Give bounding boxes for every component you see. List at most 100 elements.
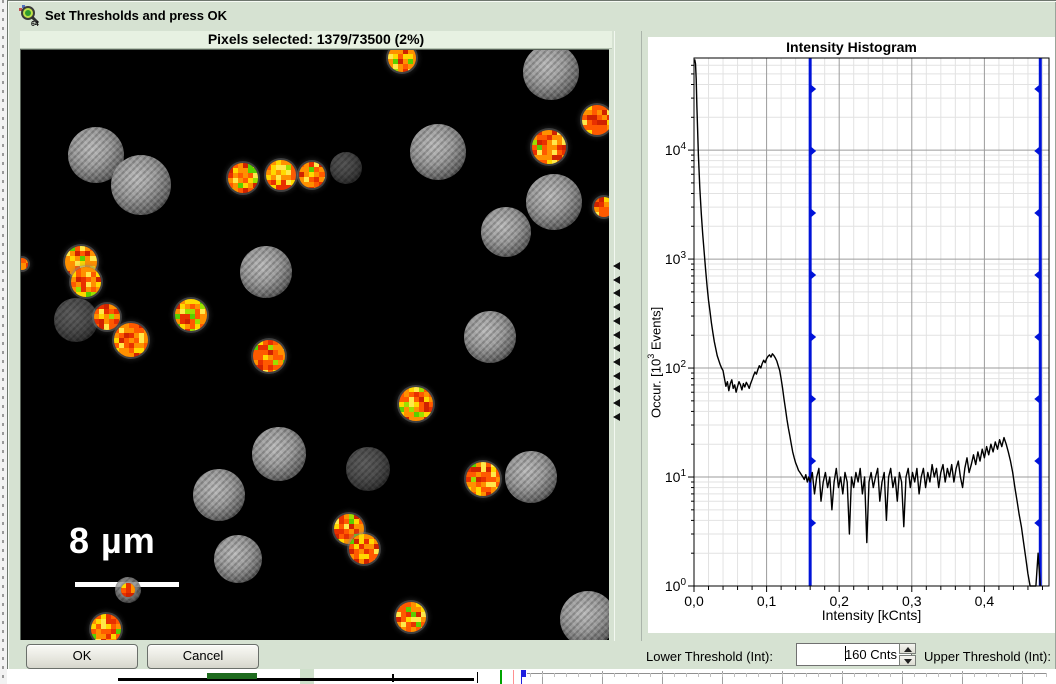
- marker-triangle-icon[interactable]: [613, 371, 620, 380]
- background-gridline: [722, 671, 723, 684]
- marker-triangle-icon[interactable]: [613, 262, 620, 270]
- background-gridline: [698, 673, 699, 677]
- background-gridline: [542, 671, 543, 684]
- background-gridline: [650, 673, 651, 677]
- background-gridline: [554, 673, 555, 677]
- gray-bead: [560, 591, 609, 640]
- background-gridline: [662, 673, 663, 677]
- gray-bead: [505, 451, 557, 503]
- background-gridline: [746, 673, 747, 677]
- lower-threshold-input[interactable]: 160 Cnts: [796, 643, 912, 666]
- background-gridline: [926, 673, 927, 677]
- spinner-down-button[interactable]: [899, 655, 916, 666]
- background-gridline: [1022, 671, 1023, 684]
- lower-threshold-line[interactable]: [808, 58, 817, 586]
- marker-triangle-icon[interactable]: [613, 289, 620, 298]
- background-gridline: [602, 673, 603, 677]
- background-blue-stem: [521, 670, 522, 684]
- intensity-histogram-panel: Intensity Histogram 0,0 0,1 0,2 0,3 0,4 100 10…: [646, 37, 1055, 633]
- background-gridline: [626, 673, 627, 677]
- marker-triangle-icon[interactable]: [613, 385, 620, 394]
- background-gridline: [1010, 673, 1011, 677]
- background-blue-flag: [521, 670, 526, 677]
- ok-button[interactable]: OK: [26, 644, 138, 669]
- threshold-magnifier-icon: 64: [19, 5, 41, 28]
- background-gridline: [734, 673, 735, 677]
- marker-triangle-icon[interactable]: [613, 316, 620, 325]
- background-gridline: [1022, 673, 1023, 677]
- background-gridline: [527, 673, 1046, 674]
- cancel-button[interactable]: Cancel: [147, 644, 259, 669]
- selected-hot-cell: [299, 162, 325, 188]
- selected-hot-cell: [114, 323, 148, 357]
- svg-text:0,4: 0,4: [975, 593, 995, 609]
- background-gridline: [1034, 673, 1035, 677]
- down-arrow-icon: [904, 659, 912, 664]
- selected-hot-cell: [266, 160, 296, 190]
- selected-hot-cell: [175, 299, 207, 331]
- background-gridline: [998, 673, 999, 677]
- lower-threshold-spinner: [899, 643, 916, 666]
- svg-text:0,2: 0,2: [829, 593, 849, 609]
- background-gridline: [662, 671, 663, 684]
- gray-bead: [526, 174, 582, 230]
- background-gridline: [602, 671, 603, 684]
- background-gridline: [974, 673, 975, 677]
- background-gridline: [566, 673, 567, 677]
- gray-bead: [111, 155, 171, 215]
- palette-marker-column[interactable]: [606, 0, 632, 660]
- background-grid: [7, 669, 1056, 684]
- background-gridline: [842, 673, 843, 677]
- selected-hot-cell: [396, 602, 426, 632]
- gray-bead: [54, 298, 98, 342]
- background-gridline: [878, 673, 879, 677]
- selected-hot-cell: [121, 583, 135, 597]
- histogram-title: Intensity Histogram: [786, 39, 917, 55]
- background-gridline: [902, 671, 903, 684]
- marker-triangle-icon[interactable]: [613, 399, 620, 407]
- marker-triangle-icon[interactable]: [613, 330, 620, 339]
- gray-bead: [523, 50, 579, 100]
- marker-triangle-icon[interactable]: [613, 303, 620, 312]
- marker-triangle-icon[interactable]: [613, 275, 620, 284]
- svg-text:0,1: 0,1: [757, 593, 777, 609]
- scale-bar-label: 8 µm: [69, 520, 156, 561]
- background-gridline: [914, 673, 915, 677]
- background-gridline: [782, 671, 783, 684]
- svg-text:104: 104: [665, 141, 687, 158]
- background-gridline: [962, 671, 963, 684]
- svg-text:102: 102: [665, 359, 687, 376]
- selected-hot-cell: [91, 614, 121, 640]
- background-gridline: [542, 673, 543, 677]
- background-gridline: [782, 673, 783, 677]
- selected-hot-cell: [582, 105, 609, 135]
- background-gridline: [842, 671, 843, 684]
- microscopy-image: 8 µm: [20, 49, 609, 640]
- gray-bead: [346, 447, 390, 491]
- background-gridline: [758, 673, 759, 677]
- background-gridline: [1046, 673, 1047, 677]
- background-gridline: [866, 673, 867, 677]
- svg-text:0,3: 0,3: [902, 593, 922, 609]
- marker-triangle-icon[interactable]: [613, 357, 620, 366]
- background-gridline: [938, 673, 939, 677]
- background-window-bottom: [7, 669, 1056, 684]
- panel-divider: [614, 31, 642, 641]
- upper-threshold-label: Upper Threshold (Int):: [924, 649, 1051, 664]
- background-gridline: [530, 673, 531, 677]
- marker-triangle-icon[interactable]: [613, 412, 620, 421]
- up-arrow-icon: [904, 647, 912, 652]
- background-gridline: [794, 673, 795, 677]
- selected-hot-cell: [466, 462, 500, 496]
- pixels-selected-header: Pixels selected: 1379/73500 (2%): [20, 31, 612, 49]
- selected-hot-cell: [253, 340, 285, 372]
- background-gridline: [722, 673, 723, 677]
- spinner-up-button[interactable]: [899, 643, 916, 654]
- background-tick: [477, 672, 478, 683]
- marker-triangle-icon[interactable]: [613, 344, 620, 353]
- upper-threshold-line[interactable]: [1034, 58, 1042, 586]
- selected-hot-cell: [532, 130, 566, 164]
- background-tick: [392, 674, 394, 682]
- gray-bead: [214, 535, 262, 583]
- svg-text:101: 101: [665, 468, 687, 485]
